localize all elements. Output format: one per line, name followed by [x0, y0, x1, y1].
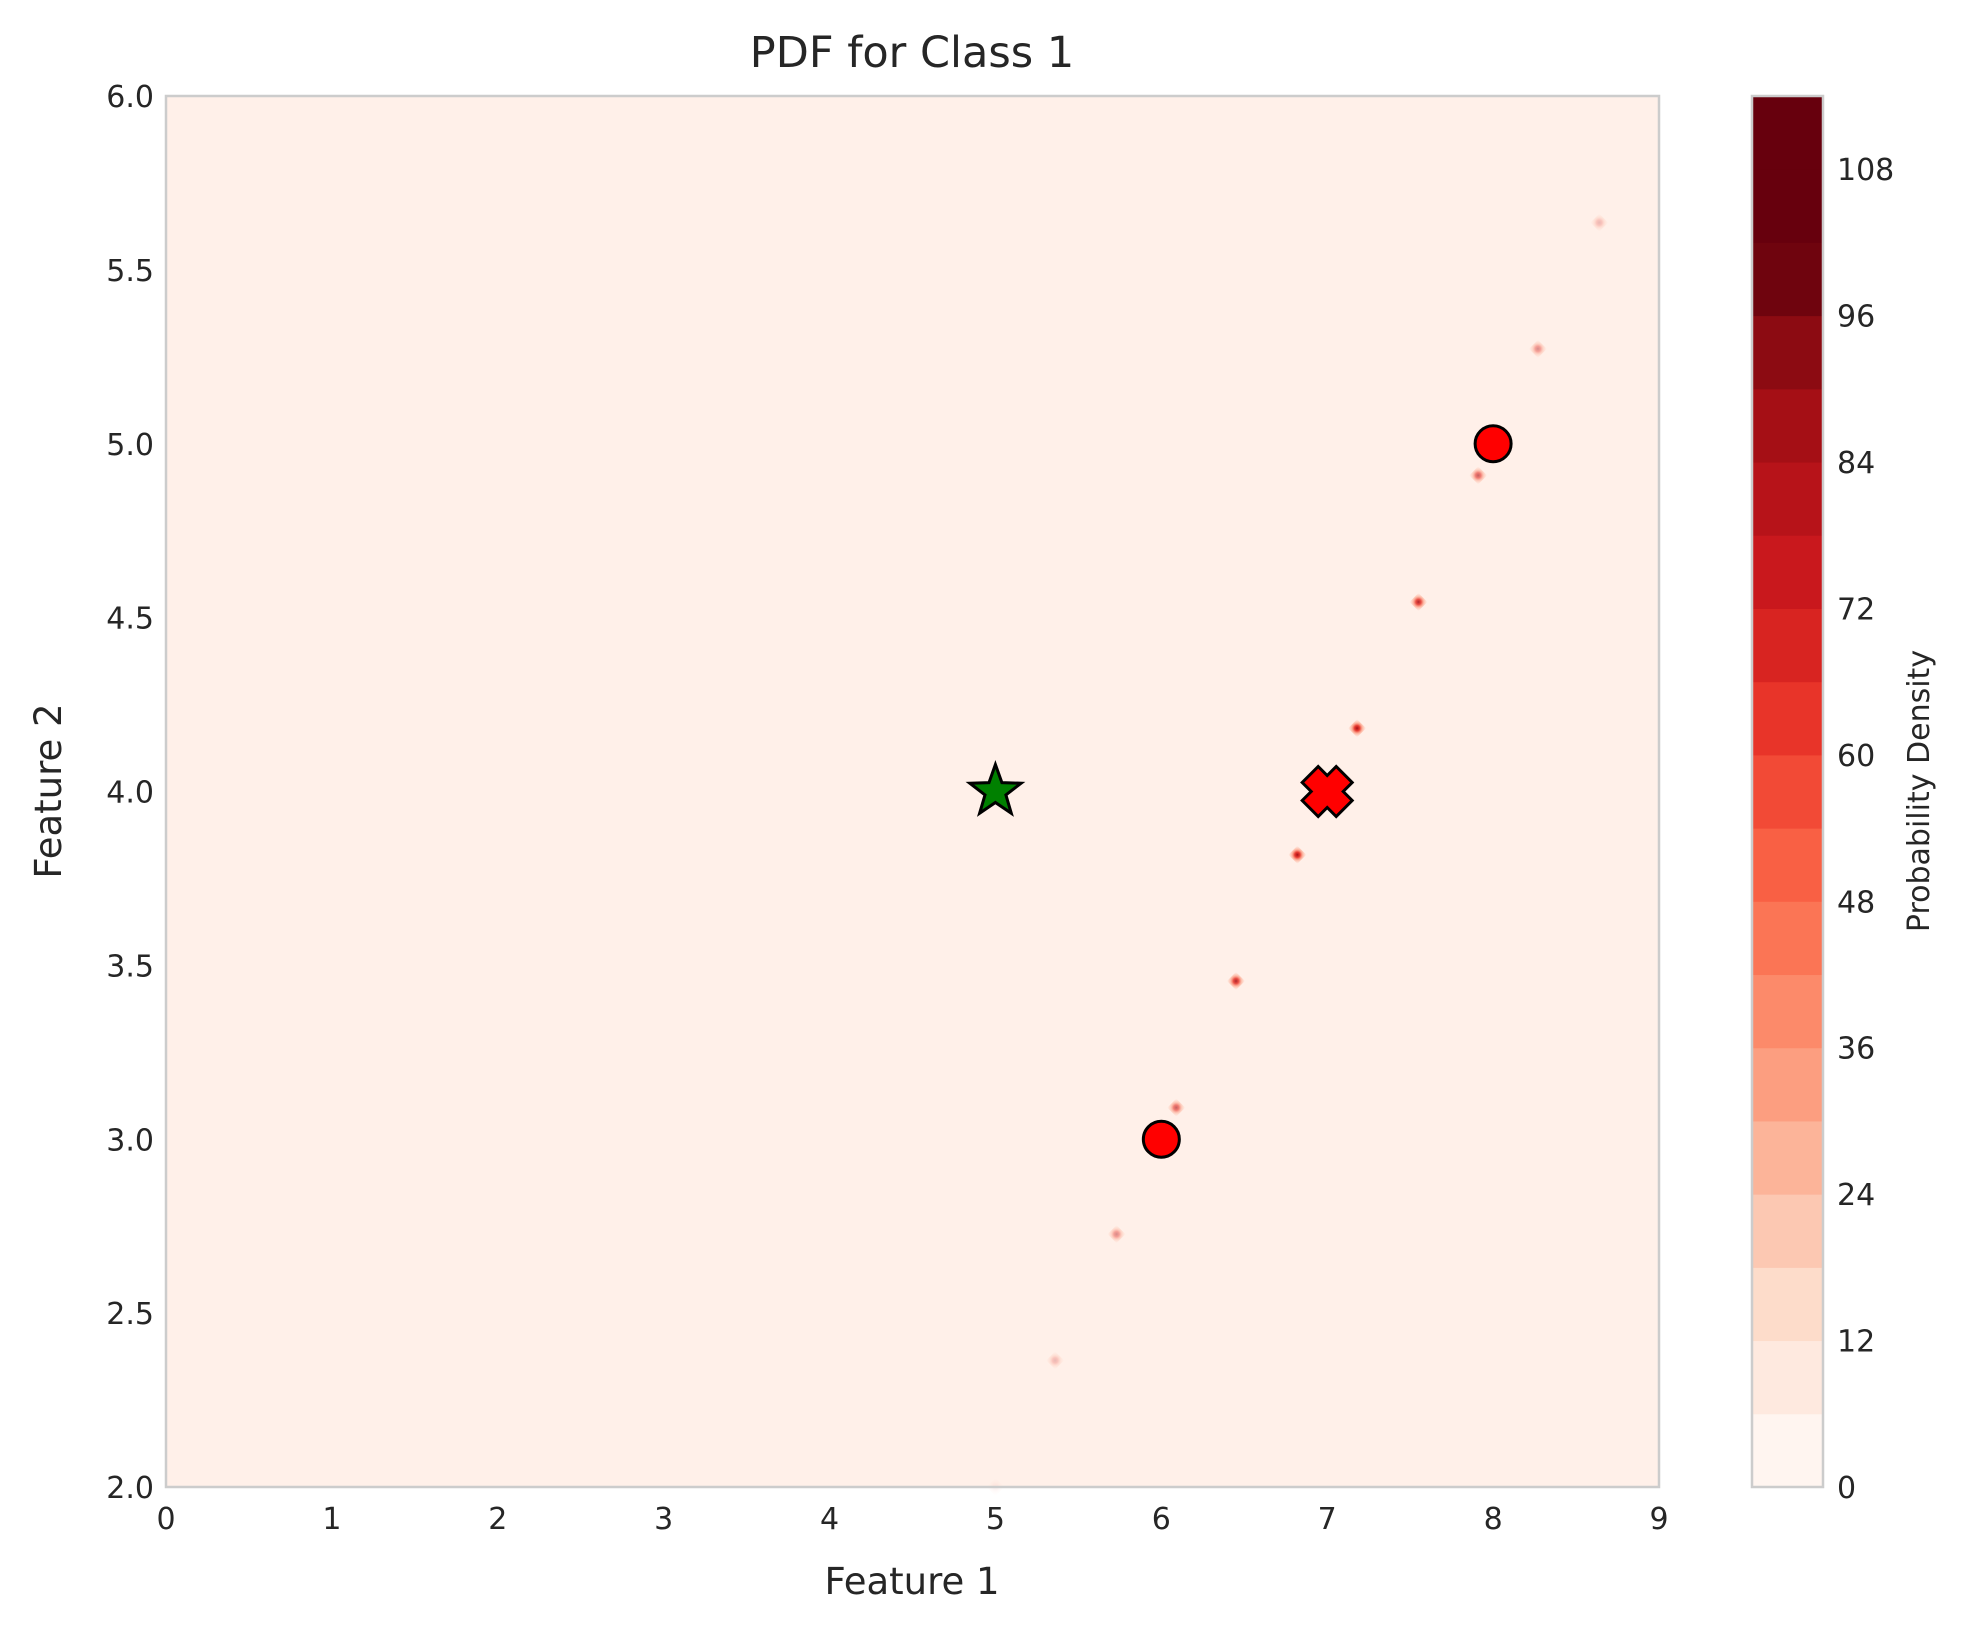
plot-frame — [164, 94, 1661, 1489]
colorbar-band — [1752, 1267, 1823, 1342]
colorbar-tick-label: 84 — [1837, 446, 1875, 481]
x-tick-label: 3 — [654, 1502, 673, 1537]
x-tick-label: 4 — [820, 1502, 839, 1537]
density-hotspot-9 — [1528, 339, 1547, 358]
colorbar-band — [1752, 1047, 1823, 1122]
y-tick-label: 6.0 — [106, 80, 154, 115]
colorbar-band — [1752, 535, 1823, 609]
colorbar-tick-label: 12 — [1837, 1325, 1875, 1360]
colorbar-band — [1752, 96, 1823, 170]
density-hotspot-2 — [1107, 1225, 1126, 1244]
colorbar-ticks: 0 12 24 36 48 60 72 84 96 108 — [1837, 153, 1894, 1506]
y-tick-label: 5.0 — [106, 428, 154, 463]
class-mean-marker-0 — [1300, 764, 1355, 819]
colorbar-tick-label: 24 — [1837, 1178, 1875, 1213]
plot-area — [164, 94, 1661, 1496]
colorbar-band — [1752, 462, 1823, 536]
class-1-samples-marker-1 — [1473, 424, 1513, 464]
colorbar-band — [1752, 242, 1823, 317]
colorbar-band — [1752, 315, 1823, 390]
colorbar: 0 12 24 36 48 60 72 84 96 108 Probability Density — [1750, 94, 1937, 1506]
density-hotspot-6 — [1348, 719, 1367, 738]
colorbar-band — [1752, 169, 1823, 243]
x-tick-label: 8 — [1484, 1502, 1503, 1537]
colorbar-frame — [1750, 94, 1825, 1489]
test-point-marker-0 — [965, 760, 1026, 817]
colorbar-band — [1752, 388, 1823, 463]
density-hotspot-4 — [1226, 972, 1245, 991]
y-tick-label: 3.0 — [106, 1123, 154, 1158]
colorbar-tick-label: 60 — [1837, 739, 1875, 774]
colorbar-band — [1752, 1340, 1823, 1415]
x-tick-label: 7 — [1318, 1502, 1337, 1537]
density-hotspot-3 — [1167, 1098, 1186, 1117]
colorbar-band — [1752, 828, 1823, 902]
x-tick-label: 2 — [488, 1502, 507, 1537]
x-tick-label: 9 — [1649, 1502, 1668, 1537]
y-tick-label: 2.5 — [106, 1297, 154, 1332]
colorbar-band — [1752, 974, 1823, 1049]
density-hotspot-1 — [1046, 1351, 1065, 1370]
y-tick-label: 5.5 — [106, 254, 154, 289]
chart-title: PDF for Class 1 — [750, 28, 1074, 78]
colorbar-tick-label: 36 — [1837, 1032, 1875, 1067]
colorbar-band — [1752, 1194, 1823, 1268]
colorbar-tick-label: 96 — [1837, 300, 1875, 335]
y-axis-ticks: 2.0 2.5 3.0 3.5 4.0 4.5 5.0 5.5 6.0 — [106, 80, 154, 1506]
colorbar-band — [1752, 1120, 1823, 1195]
y-tick-label: 2.0 — [106, 1471, 154, 1506]
x-tick-label: 1 — [322, 1502, 341, 1537]
colorbar-label: Probability Density — [1902, 650, 1937, 932]
colorbar-band — [1752, 608, 1823, 683]
colorbar-band — [1752, 1413, 1823, 1488]
density-hotspot-7 — [1409, 592, 1428, 611]
markers — [965, 424, 1513, 1159]
plot-background — [166, 96, 1659, 1487]
y-tick-label: 4.5 — [106, 602, 154, 637]
colorbar-tick-label: 108 — [1837, 153, 1894, 188]
density-hotspot-5 — [1288, 845, 1307, 864]
colorbar-tick-label: 72 — [1837, 592, 1875, 627]
x-tick-label: 5 — [986, 1502, 1005, 1537]
x-axis-ticks: 0 1 2 3 4 5 6 7 8 9 — [156, 1502, 1668, 1537]
colorbar-tick-label: 48 — [1837, 885, 1875, 920]
colorbar-band — [1752, 901, 1823, 976]
x-tick-label: 0 — [156, 1502, 175, 1537]
class-1-samples-marker-0 — [1141, 1119, 1181, 1159]
colorbar-band — [1752, 681, 1823, 756]
density-hotspots — [986, 213, 1609, 1496]
y-axis-label: Feature 2 — [27, 703, 70, 878]
colorbar-band — [1752, 754, 1823, 829]
colorbar-tick-label: 0 — [1837, 1471, 1856, 1506]
x-tick-label: 6 — [1152, 1502, 1171, 1537]
x-axis-label: Feature 1 — [824, 1560, 999, 1603]
y-tick-label: 3.5 — [106, 949, 154, 984]
y-tick-label: 4.0 — [106, 776, 154, 811]
density-hotspot-10 — [1590, 213, 1609, 232]
colorbar-bands — [1752, 96, 1823, 1488]
density-hotspot-8 — [1469, 466, 1488, 485]
